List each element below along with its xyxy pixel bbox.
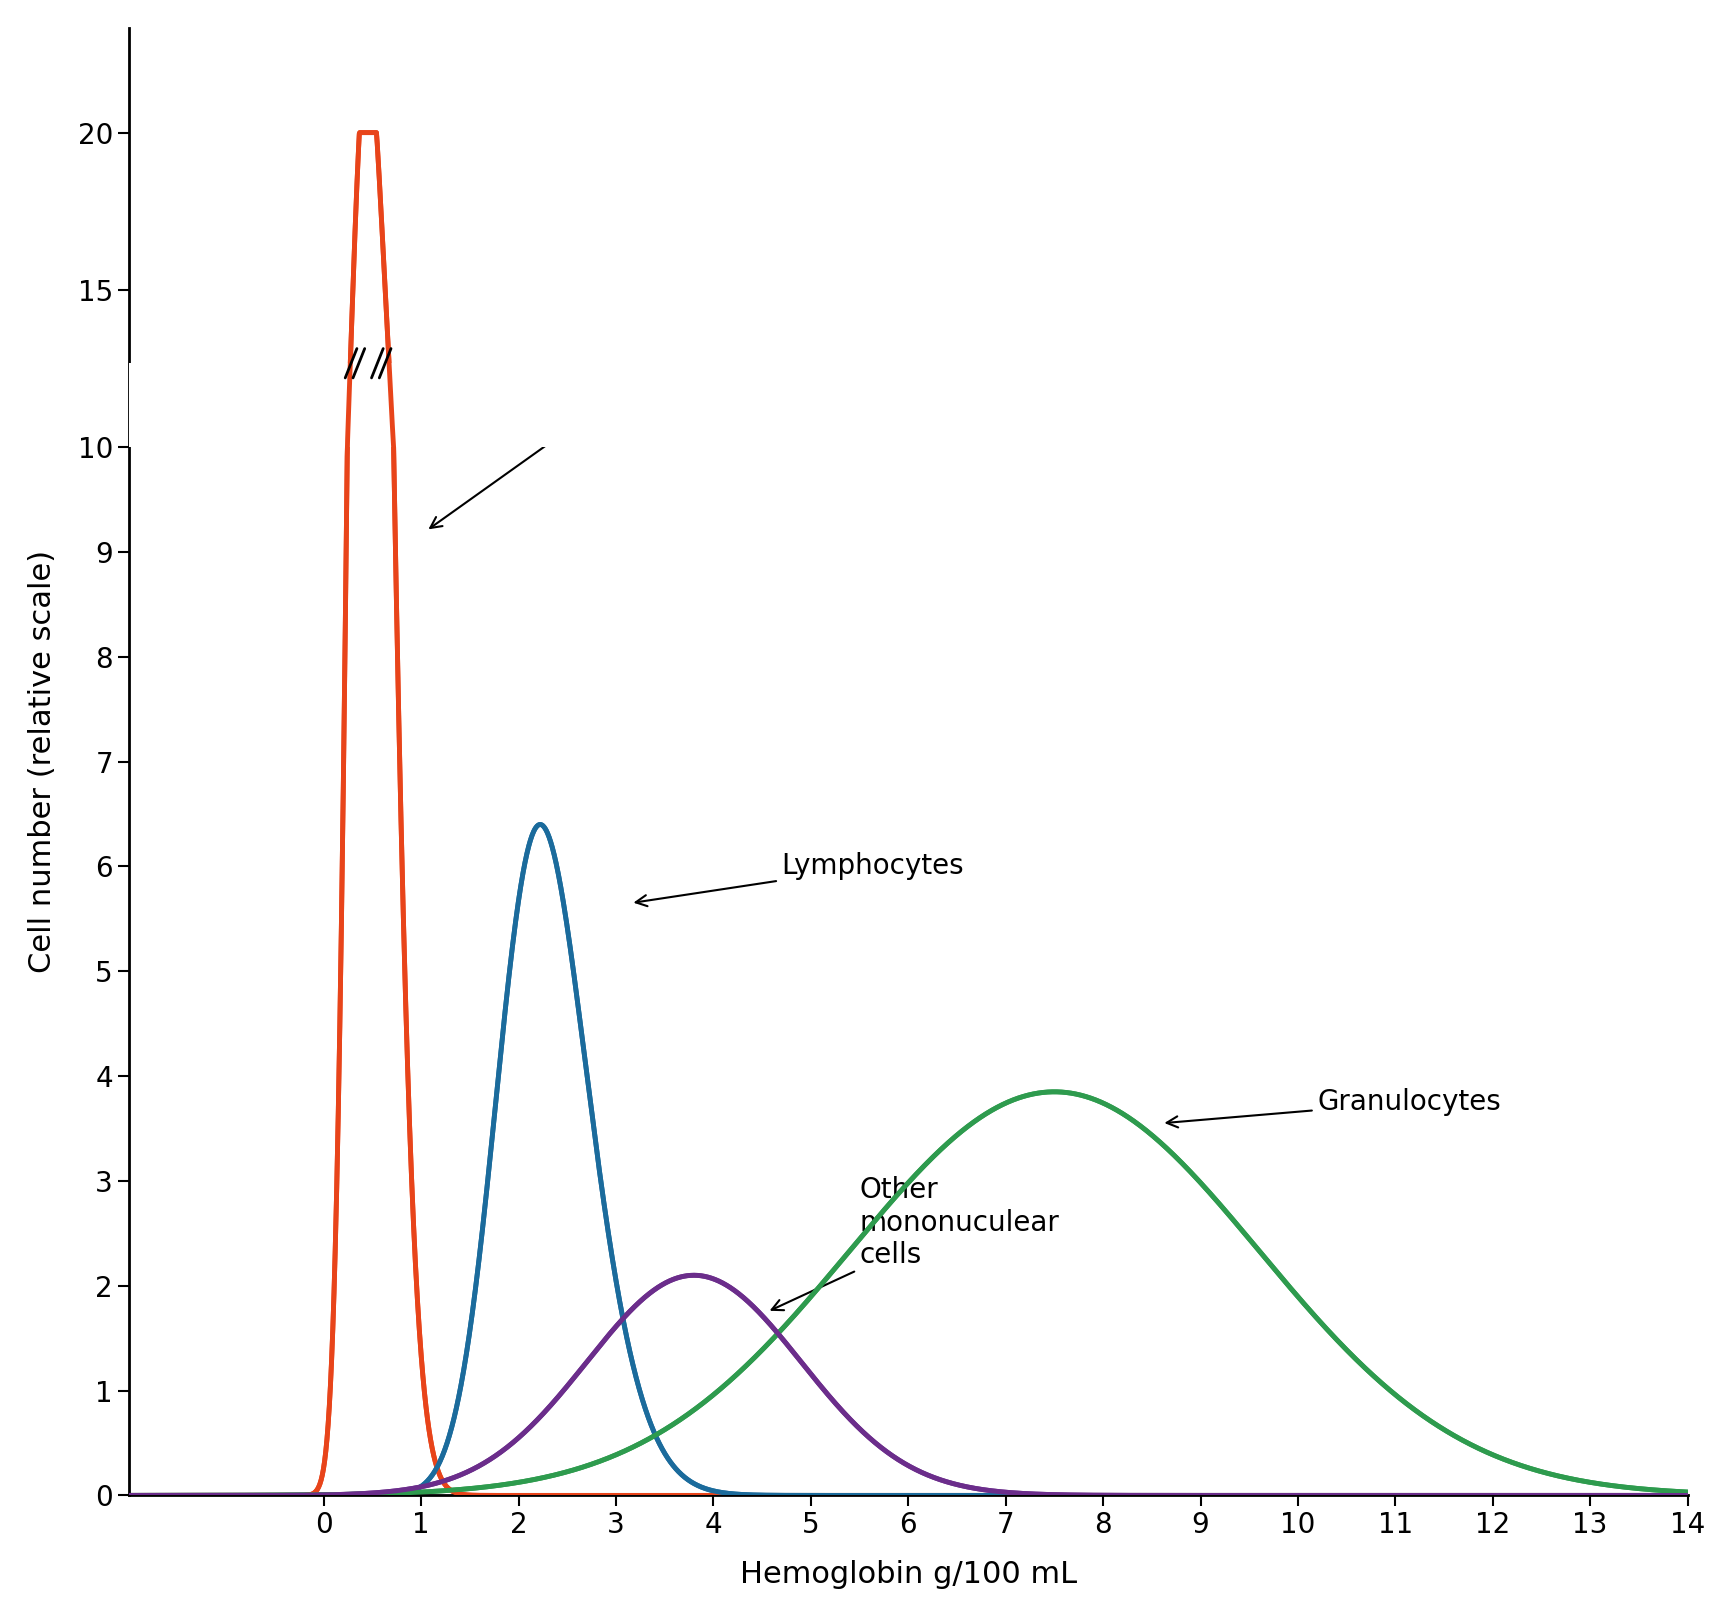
- Y-axis label: Cell number (relative scale): Cell number (relative scale): [28, 550, 57, 973]
- Bar: [128, 364, 1687, 448]
- Text: Platelets: Platelets: [430, 380, 677, 529]
- X-axis label: Hemoglobin g/100 mL: Hemoglobin g/100 mL: [740, 1560, 1076, 1590]
- Text: Other
mononuculear
cells: Other mononuculear cells: [771, 1177, 1058, 1310]
- Text: Granulocytes: Granulocytes: [1166, 1088, 1500, 1127]
- Text: Lymphocytes: Lymphocytes: [636, 852, 963, 906]
